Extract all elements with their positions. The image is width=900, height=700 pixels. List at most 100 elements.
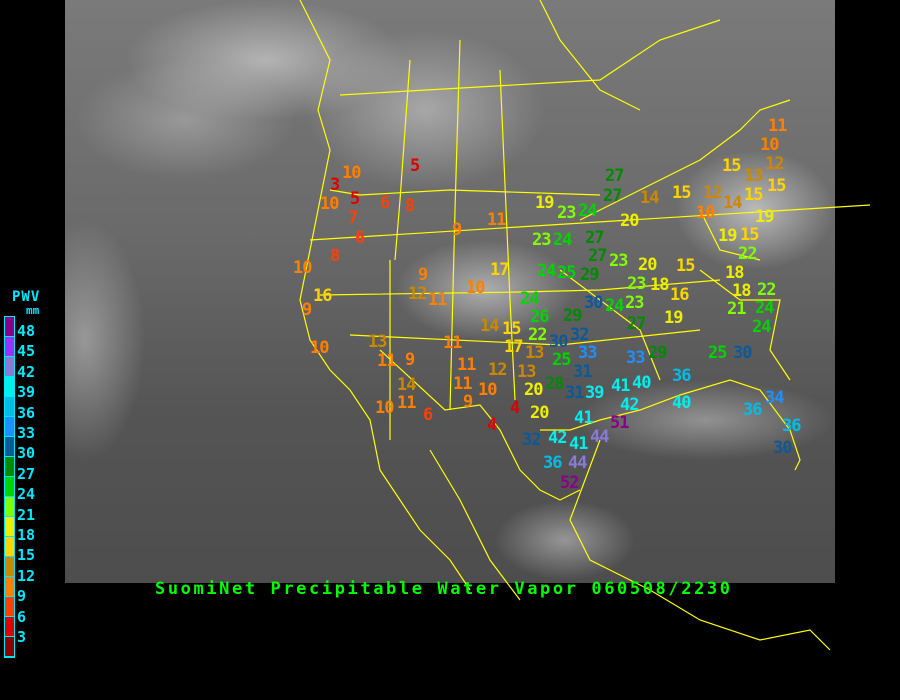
- legend-label: 3: [17, 628, 27, 646]
- legend-label: 36: [17, 403, 36, 422]
- boundary-line: [699, 269, 791, 381]
- legend-label: 21: [17, 505, 36, 524]
- station-pwv-value: 7: [348, 208, 358, 228]
- station-pwv-value: 10: [342, 163, 362, 183]
- legend-swatch: [5, 337, 14, 357]
- legend-swatch: [5, 417, 14, 437]
- water-vapor-satellite-image: [65, 0, 835, 583]
- station-pwv-value: 15: [672, 183, 692, 203]
- boundary-line: [539, 0, 641, 111]
- station-pwv-value: 20: [638, 255, 658, 275]
- station-pwv-value: 10: [375, 398, 395, 418]
- station-pwv-value: 30: [733, 343, 753, 363]
- boundary-line: [699, 209, 761, 261]
- boundary-line: [319, 279, 721, 296]
- station-pwv-value: 24: [755, 298, 775, 318]
- station-pwv-value: 24: [537, 261, 557, 281]
- station-pwv-value: 22: [528, 325, 548, 345]
- station-pwv-value: 25: [708, 343, 728, 363]
- boundary-line: [569, 439, 831, 651]
- legend-swatch: [5, 517, 14, 537]
- legend-label: 48: [17, 322, 36, 340]
- station-pwv-value: 44: [590, 427, 610, 447]
- station-pwv-value: 11: [397, 393, 417, 413]
- station-pwv-value: 13: [368, 332, 388, 352]
- station-pwv-value: 14: [480, 316, 500, 336]
- station-pwv-value: 29: [580, 265, 600, 285]
- station-pwv-value: 22: [757, 280, 777, 300]
- legend-unit: mm: [26, 304, 40, 317]
- legend-swatch: [5, 317, 14, 337]
- station-pwv-value: 15: [502, 319, 522, 339]
- station-pwv-value: 12: [765, 154, 785, 174]
- boundary-line: [559, 269, 661, 381]
- station-pwv-value: 23: [532, 230, 552, 250]
- station-pwv-value: 10: [310, 338, 330, 358]
- legend-label: 24: [17, 485, 36, 504]
- station-pwv-value: 42: [620, 395, 640, 415]
- station-pwv-value: 23: [609, 251, 629, 271]
- legend-color-bar: [4, 316, 15, 658]
- station-pwv-value: 15: [740, 225, 760, 245]
- legend-title: PWV: [12, 289, 41, 305]
- station-pwv-value: 23: [557, 203, 577, 223]
- legend-label: 9: [17, 587, 27, 606]
- legend-swatch: [5, 577, 14, 597]
- station-pwv-value: 9: [463, 392, 473, 412]
- station-pwv-value: 32: [570, 325, 590, 345]
- boundary-line: [429, 449, 521, 601]
- station-pwv-value: 8: [405, 196, 415, 216]
- station-pwv-value: 15: [767, 176, 787, 196]
- station-pwv-value: 36: [672, 366, 692, 386]
- station-pwv-value: 36: [743, 400, 763, 420]
- station-pwv-value: 33: [626, 348, 646, 368]
- legend-swatch: [5, 397, 14, 417]
- boundary-line: [394, 59, 411, 261]
- legend-swatch: [5, 537, 14, 557]
- station-pwv-value: 31: [565, 383, 585, 403]
- station-pwv-value: 52: [560, 473, 580, 493]
- station-pwv-value: 27: [627, 314, 647, 334]
- station-pwv-value: 10: [696, 203, 716, 223]
- station-pwv-value: 23: [627, 274, 647, 294]
- station-pwv-value: 24: [553, 230, 573, 250]
- station-pwv-value: 29: [563, 306, 583, 326]
- station-pwv-value: 14: [640, 188, 660, 208]
- boundary-line: [579, 99, 791, 221]
- station-pwv-value: 20: [524, 380, 544, 400]
- legend-label: 15: [17, 546, 36, 565]
- station-pwv-value: 9: [302, 300, 312, 320]
- station-pwv-value: 9: [418, 265, 428, 285]
- station-pwv-value: 11: [428, 290, 448, 310]
- station-pwv-value: 30: [584, 293, 604, 313]
- station-pwv-value: 17: [490, 260, 510, 280]
- station-pwv-value: 36: [543, 453, 563, 473]
- boundary-line: [339, 19, 721, 96]
- station-pwv-value: 11: [487, 210, 507, 230]
- legend-label: 6: [17, 607, 27, 626]
- station-pwv-value: 30: [773, 438, 793, 458]
- station-pwv-value: 40: [632, 373, 652, 393]
- station-pwv-value: 6: [423, 405, 433, 425]
- station-pwv-value: 36: [782, 416, 802, 436]
- station-pwv-value: 24: [520, 289, 540, 309]
- legend-swatch: [5, 637, 14, 657]
- station-pwv-value: 14: [397, 375, 417, 395]
- station-pwv-value: 27: [603, 186, 623, 206]
- station-pwv-value: 18: [650, 275, 670, 295]
- legend-swatch: [5, 617, 14, 637]
- station-pwv-value: 19: [664, 308, 684, 328]
- station-pwv-value: 12: [408, 284, 428, 304]
- station-pwv-value: 20: [620, 211, 640, 231]
- station-pwv-value: 4: [510, 398, 520, 418]
- station-pwv-value: 30: [549, 332, 569, 352]
- legend-swatch: [5, 557, 14, 577]
- map-title: SuomiNet Precipitable Water Vapor 060508…: [155, 579, 733, 599]
- station-pwv-value: 15: [744, 185, 764, 205]
- legend-label: 39: [17, 383, 36, 402]
- station-pwv-value: 24: [605, 296, 625, 316]
- station-pwv-value: 27: [588, 246, 608, 266]
- station-pwv-value: 16: [670, 285, 690, 305]
- boundary-line: [540, 379, 801, 471]
- boundary-line: [499, 69, 516, 401]
